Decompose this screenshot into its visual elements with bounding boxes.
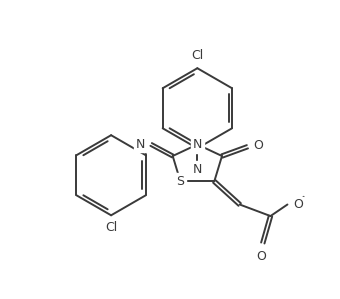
Text: S: S bbox=[176, 175, 184, 188]
Text: O: O bbox=[294, 198, 304, 211]
Text: N: N bbox=[136, 138, 145, 151]
Text: Cl: Cl bbox=[105, 222, 117, 234]
Text: Cl: Cl bbox=[191, 49, 203, 62]
Text: O: O bbox=[256, 250, 266, 263]
Text: N: N bbox=[193, 138, 202, 151]
Text: O: O bbox=[254, 139, 264, 152]
Text: N: N bbox=[193, 163, 202, 176]
